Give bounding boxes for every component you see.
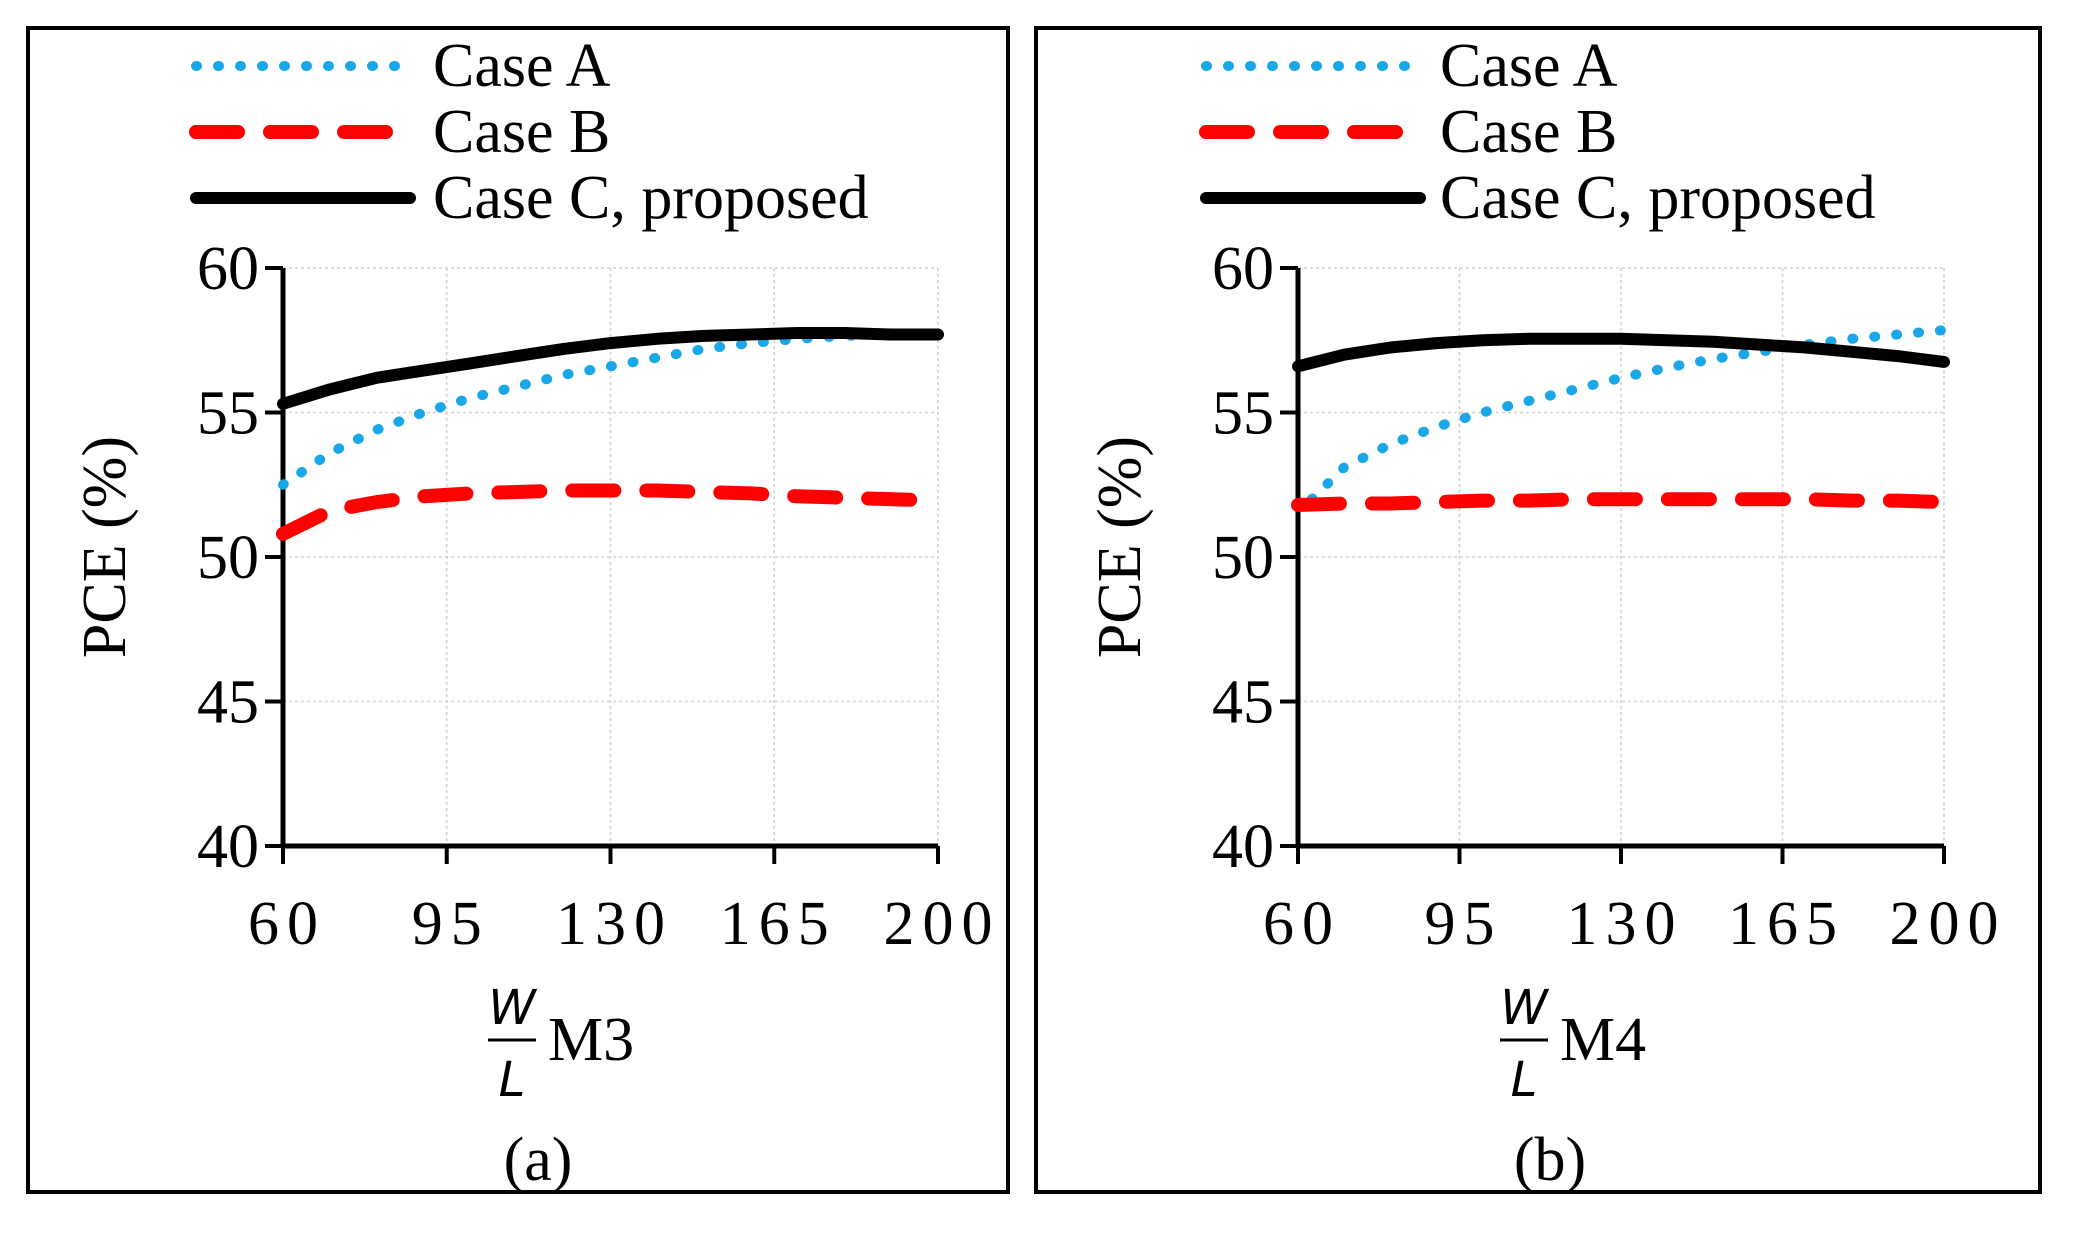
series-line-dashed — [276, 483, 945, 541]
x-tick-label: 60 — [1263, 890, 1341, 958]
x-label-device: M3 — [548, 1006, 634, 1074]
legend-label: Case B — [1440, 98, 1617, 166]
y-tick-label: 45 — [197, 669, 259, 737]
x-tick-label: 200 — [1890, 890, 2007, 958]
series-line-dotted — [1306, 325, 1949, 505]
y-tick-label: 45 — [1212, 669, 1274, 737]
y-tick-label: 40 — [1212, 813, 1274, 881]
x-tick-label: 95 — [412, 890, 490, 958]
legend-label: Case C, proposed — [1440, 164, 1876, 232]
legend-label: Case A — [1440, 32, 1618, 100]
y-tick-label: 50 — [197, 524, 259, 592]
y-tick-label: 50 — [1212, 524, 1274, 592]
legend-label: Case B — [433, 98, 610, 166]
panel-frame — [26, 26, 1010, 1194]
y-axis-label: PCE (%) — [71, 436, 139, 658]
x-tick-label: 130 — [556, 890, 673, 958]
y-tick-label: 55 — [1212, 380, 1274, 448]
panel-caption: (b) — [1514, 1126, 1586, 1194]
x-tick-label: 165 — [720, 890, 837, 958]
series-line-solid — [277, 327, 944, 410]
y-tick-label: 60 — [1212, 235, 1274, 303]
x-tick-label: 165 — [1728, 890, 1845, 958]
panel-a: 40 45 50 55 60 60 95 130 165 200 PCE (%) WL M3 (a) Cas… — [26, 26, 1010, 1194]
legend-label: Case A — [433, 32, 611, 100]
series-line-solid — [1292, 332, 1950, 373]
x-label-denominator: L — [499, 1052, 526, 1108]
x-tick-label: 60 — [248, 890, 326, 958]
series-line-dashed — [1291, 492, 1951, 512]
y-tick-label: 60 — [197, 235, 259, 303]
x-label-device: M4 — [1560, 1006, 1646, 1074]
panel-caption: (a) — [504, 1126, 573, 1194]
x-tick-label: 200 — [884, 890, 1001, 958]
panel-frame — [1034, 26, 2042, 1194]
x-label-numerator: W — [1500, 980, 1549, 1036]
y-axis-label: PCE (%) — [1086, 436, 1154, 658]
legend-label: Case C, proposed — [433, 164, 869, 232]
x-tick-label: 130 — [1567, 890, 1684, 958]
y-tick-label: 40 — [197, 813, 259, 881]
x-label-denominator: L — [1511, 1052, 1538, 1108]
x-label-numerator: W — [488, 980, 537, 1036]
y-tick-label: 55 — [197, 380, 259, 448]
panel-b: 40 45 50 55 60 60 95 130 165 200 PCE (%) WL M4 (b) Cas… — [1034, 26, 2042, 1194]
x-tick-label: 95 — [1425, 890, 1503, 958]
